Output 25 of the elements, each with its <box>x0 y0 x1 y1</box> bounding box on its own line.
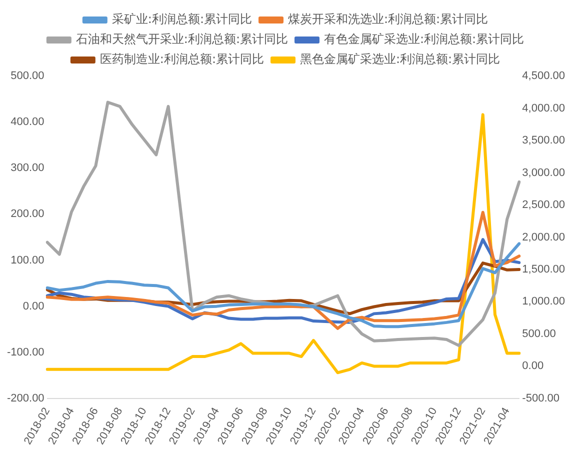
y2-tick-label: 1,500.00 <box>522 263 566 276</box>
y-tick-label: 500.00 <box>10 70 44 82</box>
y-tick-label: 200.00 <box>10 208 44 220</box>
y2-tick-label: 4,500.00 <box>522 70 566 82</box>
legend-label: 黑色金属矿采选业:利润总额:累计同比 <box>300 52 500 66</box>
legend-label: 石油和天然气开采业:利润总额:累计同比 <box>76 32 288 46</box>
legend-label: 医药制造业:利润总额:累计同比 <box>100 52 264 66</box>
y2-tick-label: 500.00 <box>522 328 556 340</box>
legend-label: 采矿业:利润总额:累计同比 <box>112 12 252 26</box>
y2-tick-label: 3,500.00 <box>522 134 566 147</box>
y-tick-label: 300.00 <box>10 162 44 174</box>
y-tick-label: -100.00 <box>6 346 44 358</box>
y2-tick-label: 4,000.00 <box>522 102 566 114</box>
legend-label: 有色金属矿采选业:利润总额:累计同比 <box>324 32 524 46</box>
legend-label: 煤炭开采和洗选业:利润总额:累计同比 <box>288 12 488 26</box>
y-tick-label: 400.00 <box>10 116 44 128</box>
y2-tick-label: 1,000.00 <box>522 296 566 308</box>
y2-tick-label: 2,500.00 <box>522 199 566 212</box>
y-tick-label: 100.00 <box>10 254 44 266</box>
y-tick-label: 0.00 <box>22 300 44 312</box>
y2-tick-label: -500.00 <box>522 392 560 404</box>
y2-tick-label: 3,000.00 <box>522 166 566 179</box>
y2-tick-label: 2,000.00 <box>522 231 566 244</box>
y2-tick-label: 0.00 <box>522 360 544 372</box>
y-tick-label: -200.00 <box>6 392 44 404</box>
